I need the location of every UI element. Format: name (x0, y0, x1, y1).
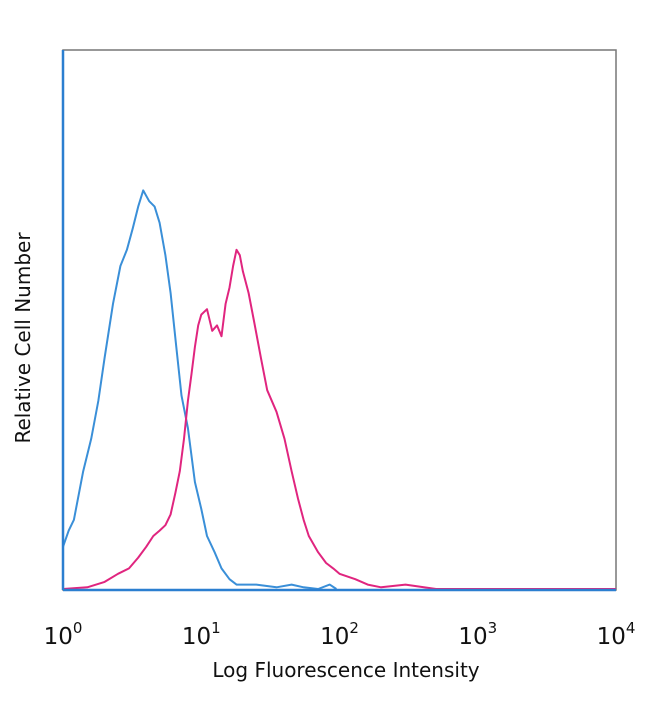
x-tick-label: 100 (44, 619, 83, 650)
x-tick-label: 101 (182, 619, 221, 650)
x-tick-label: 104 (597, 619, 636, 650)
x-axis-label: Log Fluorescence Intensity (212, 658, 479, 682)
x-tick-label: 103 (458, 619, 497, 650)
x-tick-layer: 100 101 102 103 104 (44, 619, 636, 650)
plot-frame (62, 49, 617, 591)
series-line-2 (62, 248, 616, 590)
x-tick-label: 102 (320, 619, 359, 650)
y-axis-label: Relative Cell Number (11, 232, 35, 444)
series-layer (62, 189, 616, 590)
series-line-1 (62, 189, 337, 590)
